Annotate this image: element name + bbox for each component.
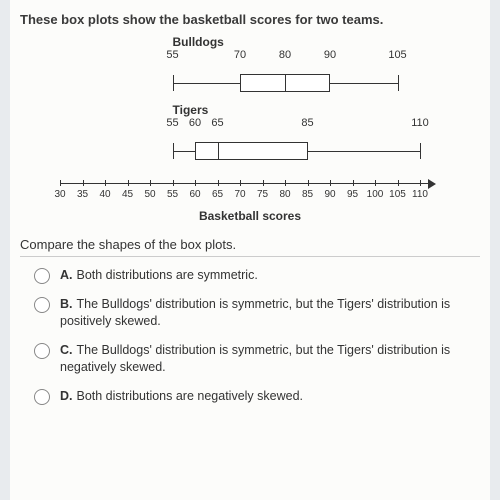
axis-tick-label: 45 (122, 189, 133, 200)
boxplot-chart: Bulldogs55708090105Tigers556065851103035… (60, 35, 440, 223)
axis-tick-label: 50 (144, 189, 155, 200)
answer-option[interactable]: C.The Bulldogs' distribution is symmetri… (20, 342, 480, 376)
value-label: 55 (166, 49, 178, 61)
axis-tick-label: 35 (77, 189, 88, 200)
x-axis: 3035404550556065707580859095100105110 (60, 177, 440, 207)
value-labels: 55 70 80 90 105 (60, 49, 440, 63)
cap-min (173, 75, 174, 91)
value-label: 90 (324, 49, 336, 61)
option-text: A.Both distributions are symmetric. (60, 267, 258, 284)
option-text: D.Both distributions are negatively skew… (60, 388, 303, 405)
value-label: 110 (411, 117, 429, 129)
value-label: 55 (166, 117, 178, 129)
axis-tick-label: 40 (99, 189, 110, 200)
axis-tick (263, 180, 264, 186)
axis-tick (330, 180, 331, 186)
whisker-left (173, 83, 241, 84)
axis-tick (420, 180, 421, 186)
boxplot-row (60, 63, 420, 103)
axis-tick (195, 180, 196, 186)
axis-tick-label: 30 (54, 189, 65, 200)
axis-tick-label: 105 (389, 189, 406, 200)
intro-text: These box plots show the basketball scor… (20, 12, 480, 27)
axis-tick (218, 180, 219, 186)
axis-tick-label: 85 (302, 189, 313, 200)
axis-tick (240, 180, 241, 186)
axis-tick (308, 180, 309, 186)
value-label: 65 (211, 117, 223, 129)
options-list: A.Both distributions are symmetric. B.The… (20, 267, 480, 405)
value-label: 105 (388, 49, 406, 61)
axis-tick (285, 180, 286, 186)
axis-tick-label: 60 (189, 189, 200, 200)
axis-tick (173, 180, 174, 186)
axis-tick-label: 95 (347, 189, 358, 200)
value-label: 80 (279, 49, 291, 61)
answer-option[interactable]: A.Both distributions are symmetric. (20, 267, 480, 284)
axis-tick-label: 65 (212, 189, 223, 200)
iqr-box (195, 142, 308, 160)
value-label: 60 (189, 117, 201, 129)
axis-tick (105, 180, 106, 186)
cap-max (420, 143, 421, 159)
axis-tick (150, 180, 151, 186)
cap-min (173, 143, 174, 159)
axis-tick (375, 180, 376, 186)
value-label: 70 (234, 49, 246, 61)
radio-icon[interactable] (34, 268, 50, 284)
axis-tick-label: 90 (324, 189, 335, 200)
divider (20, 256, 480, 257)
median-line (218, 142, 219, 160)
axis-tick-label: 100 (367, 189, 384, 200)
axis-title: Basketball scores (60, 209, 440, 223)
whisker-right (330, 83, 398, 84)
axis-tick (83, 180, 84, 186)
team-label: Bulldogs (173, 35, 441, 49)
value-label: 85 (301, 117, 313, 129)
axis-tick (60, 180, 61, 186)
axis-tick-label: 55 (167, 189, 178, 200)
boxplot-row (60, 131, 420, 171)
option-letter: C. (60, 343, 73, 357)
axis-tick-label: 110 (412, 189, 428, 200)
axis-tick-label: 75 (257, 189, 268, 200)
worksheet-page: These box plots show the basketball scor… (10, 0, 490, 500)
value-labels: 55 60 65 85 110 (60, 117, 440, 131)
option-text: C.The Bulldogs' distribution is symmetri… (60, 342, 480, 376)
axis-arrow-icon (428, 179, 436, 189)
cap-max (398, 75, 399, 91)
radio-icon[interactable] (34, 343, 50, 359)
option-letter: D. (60, 389, 73, 403)
option-letter: B. (60, 297, 73, 311)
median-line (285, 74, 286, 92)
axis-tick (353, 180, 354, 186)
whisker-left (173, 151, 196, 152)
radio-icon[interactable] (34, 389, 50, 405)
axis-tick-label: 70 (234, 189, 245, 200)
team-label: Tigers (173, 103, 441, 117)
option-text: B.The Bulldogs' distribution is symmetri… (60, 296, 480, 330)
axis-tick-label: 80 (279, 189, 290, 200)
axis-tick (128, 180, 129, 186)
axis-tick (398, 180, 399, 186)
whisker-right (308, 151, 421, 152)
question-text: Compare the shapes of the box plots. (20, 237, 480, 252)
answer-option[interactable]: D.Both distributions are negatively skew… (20, 388, 480, 405)
radio-icon[interactable] (34, 297, 50, 313)
answer-option[interactable]: B.The Bulldogs' distribution is symmetri… (20, 296, 480, 330)
option-letter: A. (60, 268, 73, 282)
